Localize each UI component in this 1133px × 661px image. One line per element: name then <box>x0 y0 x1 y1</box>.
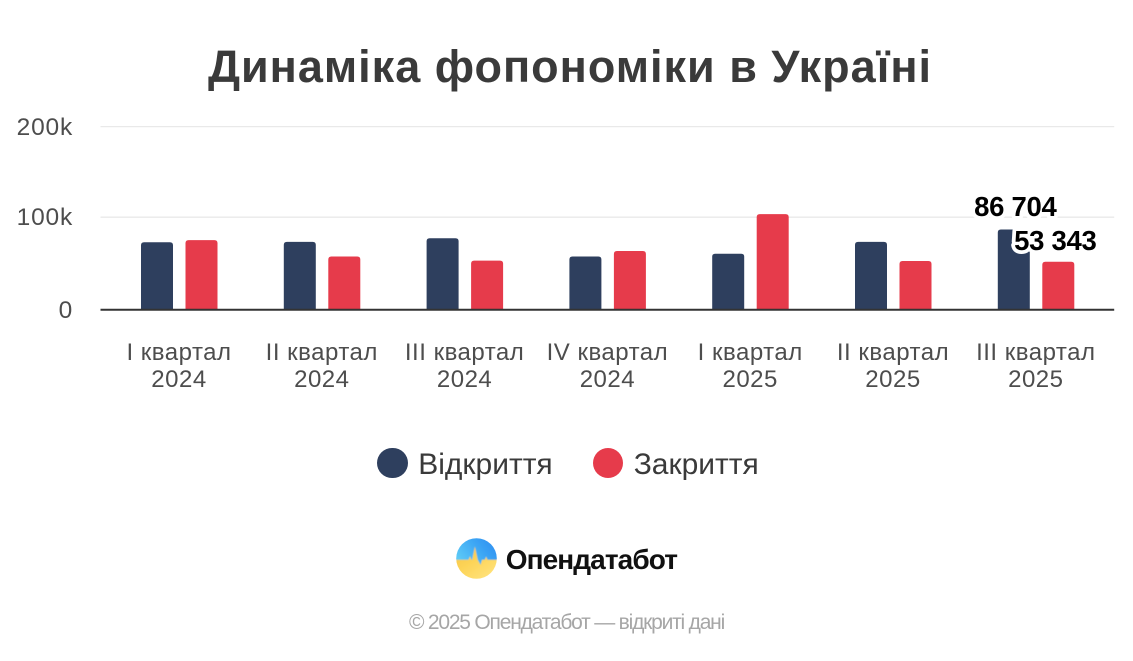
svg-text:53 343: 53 343 <box>1014 225 1096 256</box>
svg-text:86 704: 86 704 <box>974 191 1057 222</box>
